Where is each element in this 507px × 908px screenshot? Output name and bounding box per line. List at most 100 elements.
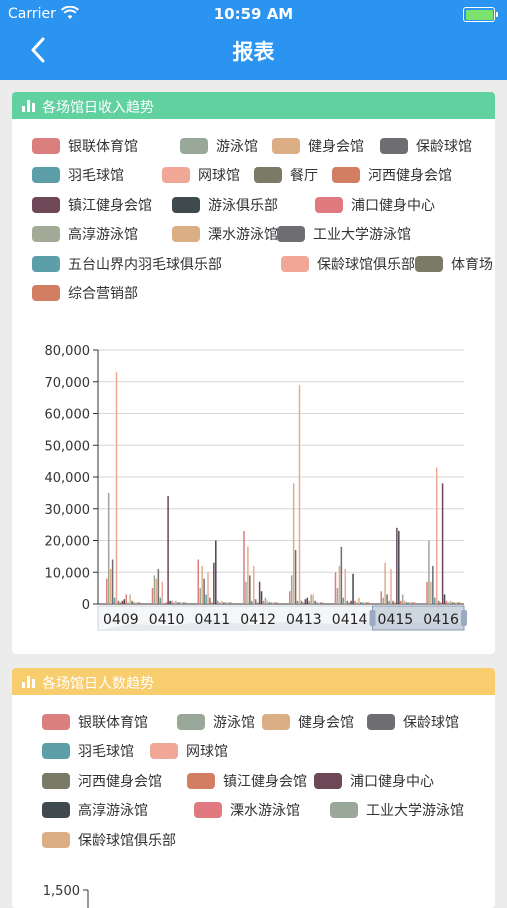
bar (167, 496, 169, 604)
legend-label: 河西健身会馆 (368, 168, 452, 185)
clock: 10:59 AM (213, 5, 294, 23)
bar (209, 597, 211, 604)
zoom-window[interactable] (372, 605, 465, 631)
bar (457, 602, 459, 604)
bar (314, 600, 316, 604)
legend-swatch (314, 772, 342, 789)
bar (316, 602, 318, 604)
legend-swatch (315, 196, 343, 213)
bar (109, 569, 112, 604)
legend-label: 游泳俱乐部 (208, 197, 278, 214)
legend-swatch (42, 772, 70, 789)
bar (224, 602, 227, 604)
bar (226, 602, 229, 604)
bar (447, 602, 450, 604)
bar (342, 597, 345, 604)
bar (207, 572, 209, 604)
bar (177, 602, 179, 604)
legend-swatch (32, 285, 60, 301)
bar (222, 602, 225, 604)
y-tick-label: 40,000 (45, 471, 91, 486)
bar (380, 591, 382, 604)
bar (182, 602, 185, 604)
revenue-card-header: 各场馆日收入趋势 (12, 92, 495, 119)
bar-chart-icon (22, 100, 36, 112)
legend-swatch (330, 802, 358, 819)
legend-swatch (172, 226, 200, 243)
visitor-bar-chart: 1,500 (43, 884, 89, 908)
bar (437, 600, 440, 604)
back-button[interactable] (30, 30, 46, 70)
legend-swatch (32, 167, 60, 184)
bar (407, 602, 410, 604)
bar (272, 602, 274, 604)
legend-label: 溧水游泳馆 (208, 227, 278, 244)
bar (403, 600, 406, 604)
wifi-icon (60, 5, 80, 24)
legend-label: 保龄球馆 (416, 139, 472, 155)
x-tick-label: 0409 (103, 612, 139, 628)
bar (400, 600, 402, 604)
bar (382, 597, 384, 604)
legend-label: 高淳游泳馆 (78, 803, 148, 820)
bar (308, 600, 310, 604)
bar (300, 600, 303, 604)
bar (306, 597, 309, 604)
bar (106, 578, 108, 604)
legend-swatch (332, 167, 360, 184)
bar (358, 597, 360, 604)
bar (123, 599, 126, 604)
bar (184, 602, 187, 604)
legend-swatch (415, 255, 443, 272)
bar (213, 562, 215, 604)
bar (322, 602, 324, 604)
bar (253, 565, 255, 604)
bar (318, 602, 320, 604)
bar (354, 600, 356, 604)
legend-swatch (281, 255, 309, 272)
bar (401, 594, 404, 604)
legend-swatch (42, 831, 70, 848)
bar (352, 573, 354, 604)
legend-swatch (272, 138, 300, 154)
bar (115, 372, 118, 604)
bar (131, 600, 133, 604)
bar (312, 594, 314, 604)
bar (247, 546, 249, 604)
bar (254, 599, 257, 604)
bar (443, 594, 446, 604)
bar (228, 602, 231, 604)
bar (129, 594, 131, 604)
bar (251, 600, 253, 604)
bar (133, 602, 135, 604)
bar (135, 602, 137, 604)
bar (320, 602, 322, 604)
legend-label: 浦口健身中心 (351, 197, 435, 214)
bar (290, 575, 293, 604)
bar (218, 602, 221, 604)
bar (220, 600, 223, 604)
zoom-handle[interactable] (369, 610, 376, 626)
bar (276, 602, 278, 604)
bar (270, 602, 273, 604)
bar (121, 600, 124, 604)
bar (346, 600, 348, 604)
bar (230, 602, 233, 604)
bar (405, 602, 408, 604)
bar (392, 600, 394, 604)
status-bar: Carrier 10:59 AM (0, 0, 507, 28)
legend-label: 保龄球馆 (403, 715, 459, 731)
legend-label: 餐厅 (290, 168, 318, 185)
bar (173, 602, 175, 604)
revenue-trend-card: 各场馆日收入趋势 银联体育馆 游泳馆 健身会馆 保龄球馆 羽毛球馆 网球馆 餐厅 河西健身会馆… (12, 92, 495, 654)
zoom-handle[interactable] (461, 610, 467, 626)
legend-swatch (172, 196, 200, 213)
visitor-card-title: 各场馆日人数趋势 (42, 676, 154, 692)
bar (181, 602, 183, 604)
bar (334, 572, 337, 604)
bar (344, 569, 346, 604)
bar-chart-icon (22, 676, 36, 688)
legend-label: 河西健身会馆 (78, 773, 162, 790)
bar (155, 578, 158, 604)
bar (151, 588, 154, 604)
